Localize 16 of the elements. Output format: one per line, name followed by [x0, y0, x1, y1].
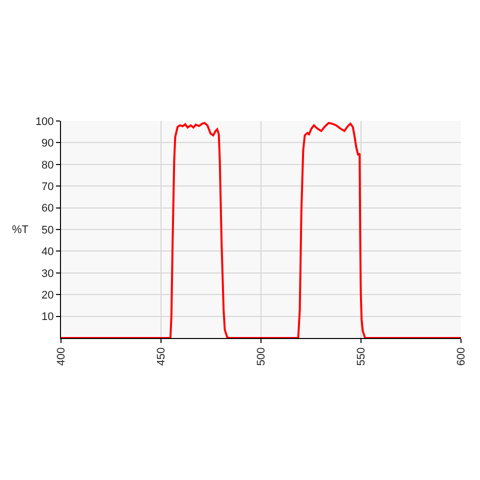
y-tick-label: 90 [42, 138, 54, 150]
x-tick-label: 550 [356, 347, 368, 366]
x-tick-label: 400 [56, 347, 68, 366]
y-tick-label: 70 [42, 180, 54, 193]
y-axis-title: %T [12, 224, 29, 236]
y-tick-label: 100 [35, 116, 54, 128]
y-tick-label: 20 [42, 289, 54, 302]
y-tick-label: 40 [42, 246, 54, 258]
y-tick-label: 30 [42, 268, 54, 280]
x-tick-label: 500 [256, 347, 268, 366]
x-tick-label: 600 [456, 347, 468, 366]
y-tick-label: 80 [42, 159, 54, 172]
x-tick-label: 450 [156, 347, 168, 366]
y-tick-label: 10 [42, 311, 54, 324]
y-tick-label: 60 [42, 202, 54, 215]
y-tick-label: 50 [42, 224, 54, 236]
